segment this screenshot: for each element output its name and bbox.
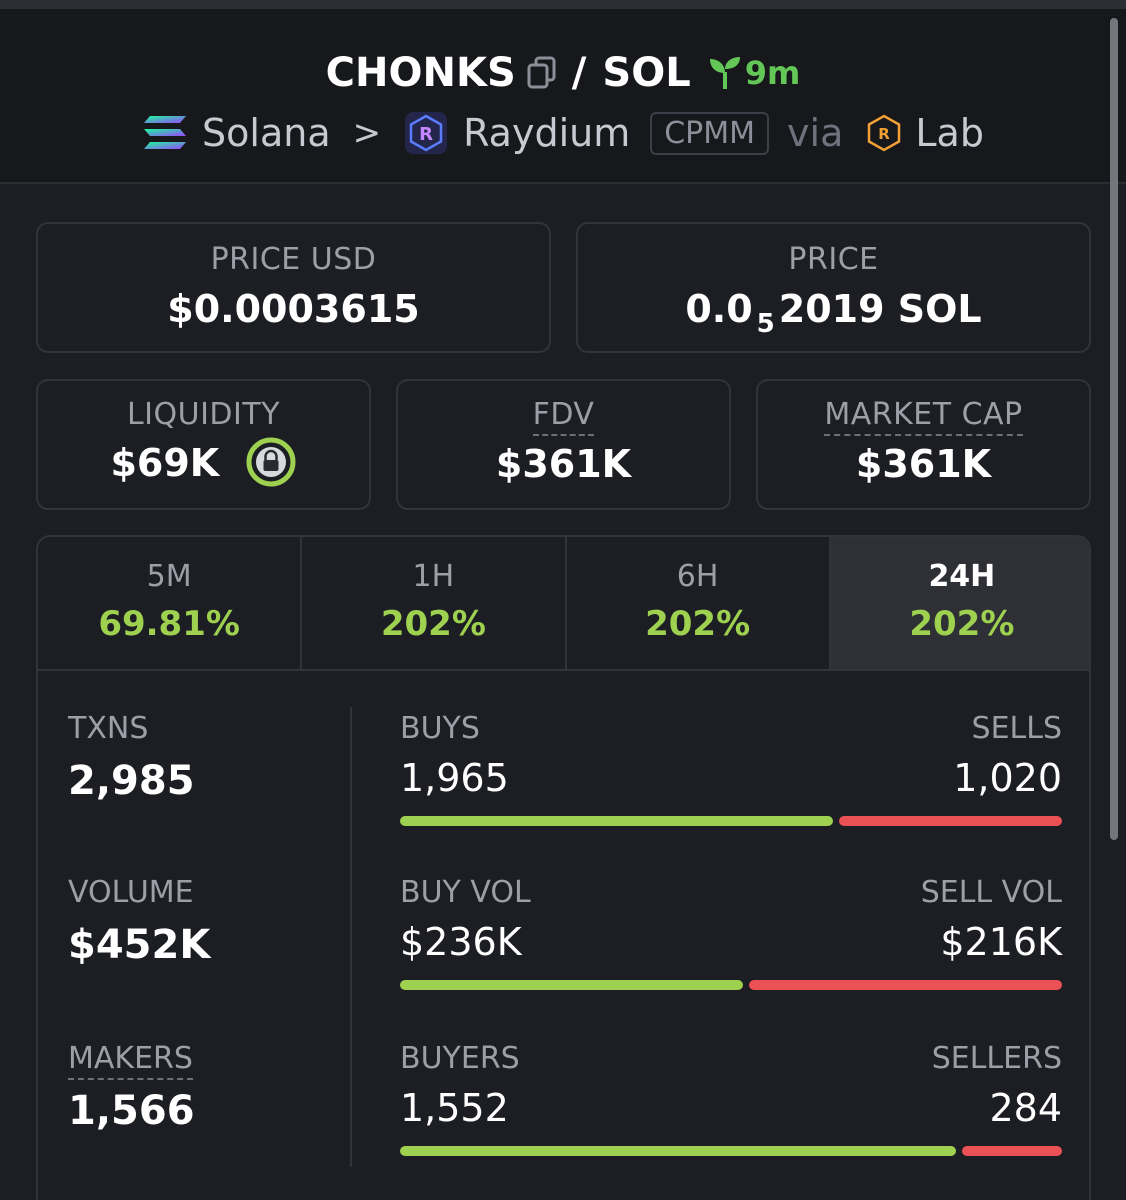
timeframe-tabs: 5M 69.81% 1H 202% 6H 202% 24H 202% bbox=[38, 537, 1089, 671]
svg-text:R: R bbox=[879, 125, 891, 143]
buys-bar-fill bbox=[400, 816, 833, 826]
stats-section: TXNS 2,985 VOLUME $452K MAKERS 1,566 BUY… bbox=[38, 671, 1089, 1200]
price-native-label: PRICE bbox=[788, 242, 879, 277]
copy-icon[interactable] bbox=[526, 56, 558, 90]
tab-5m[interactable]: 5M 69.81% bbox=[38, 537, 303, 669]
txns-value: 2,985 bbox=[68, 758, 195, 804]
tab-change: 202% bbox=[380, 604, 486, 644]
tab-label: 24H bbox=[928, 559, 996, 594]
sell-vol-bar-fill bbox=[749, 980, 1062, 990]
sellers-value: 284 bbox=[989, 1086, 1062, 1130]
sells-bar-fill bbox=[839, 816, 1062, 826]
liquidity-value: $69K bbox=[110, 441, 220, 485]
buy-vol-bar-fill bbox=[400, 980, 743, 990]
raydium-icon: R bbox=[403, 110, 449, 156]
buy-sell-volume-bar bbox=[400, 980, 1062, 990]
makers-label-text[interactable]: MAKERS bbox=[68, 1041, 193, 1080]
launchpad-icon: R bbox=[865, 113, 903, 153]
market-cap-label[interactable]: MARKET CAP bbox=[758, 397, 1089, 436]
sellers-bar-fill bbox=[962, 1146, 1062, 1156]
stats-divider bbox=[350, 707, 352, 1167]
price-native-card: PRICE 0.0 5 2019 SOL bbox=[576, 222, 1091, 353]
chain-name[interactable]: Solana bbox=[202, 111, 331, 155]
launchpad-name[interactable]: Lab bbox=[915, 111, 984, 155]
tab-label: 5M bbox=[146, 559, 192, 594]
volume-label: VOLUME bbox=[68, 875, 194, 910]
svg-text:R: R bbox=[419, 124, 433, 145]
tab-change: 202% bbox=[909, 604, 1015, 644]
solana-icon bbox=[142, 110, 188, 156]
txns-label: TXNS bbox=[68, 711, 149, 746]
buyers-sellers-bar bbox=[400, 1146, 1062, 1156]
buys-sells-bar bbox=[400, 816, 1062, 826]
tab-label: 1H bbox=[412, 559, 455, 594]
buyers-sellers-stat: BUYERS SELLERS 1,552 284 bbox=[400, 1041, 1062, 1156]
pool-type-badge: CPMM bbox=[650, 111, 770, 155]
buys-value: 1,965 bbox=[400, 756, 509, 800]
market-cap-card: MARKET CAP $361K bbox=[756, 379, 1091, 510]
makers-value: 1,566 bbox=[68, 1088, 195, 1134]
liquidity-label: LIQUIDITY bbox=[126, 397, 281, 432]
fdv-label-text[interactable]: FDV bbox=[532, 397, 595, 436]
price-usd-label: PRICE USD bbox=[210, 242, 377, 277]
buyers-value: 1,552 bbox=[400, 1086, 509, 1130]
buy-sell-volume-stat: BUY VOL SELL VOL $236K $216K bbox=[400, 875, 1062, 990]
sell-vol-label: SELL VOL bbox=[920, 875, 1062, 910]
pair-header: CHONKS / SOL 9m bbox=[0, 9, 1126, 184]
tab-change: 202% bbox=[645, 604, 751, 644]
price-native-prefix: 0.0 bbox=[685, 287, 753, 331]
buy-vol-value: $236K bbox=[400, 920, 522, 964]
sells-label: SELLS bbox=[971, 711, 1062, 746]
fdv-value: $361K bbox=[495, 442, 632, 486]
timeframe-stats-panel: 5M 69.81% 1H 202% 6H 202% 24H 202% TXNS … bbox=[36, 535, 1091, 1200]
top-strip bbox=[0, 0, 1126, 9]
liquidity-card: LIQUIDITY $69K bbox=[36, 379, 371, 510]
makers-label[interactable]: MAKERS bbox=[68, 1041, 195, 1080]
fdv-label[interactable]: FDV bbox=[398, 397, 729, 436]
buys-label: BUYS bbox=[400, 711, 480, 746]
sprout-icon bbox=[707, 55, 743, 91]
sell-vol-value: $216K bbox=[940, 920, 1062, 964]
price-native-value: 0.0 5 2019 SOL bbox=[578, 287, 1089, 339]
volume-value: $452K bbox=[68, 922, 211, 968]
buyers-label: BUYERS bbox=[400, 1041, 520, 1076]
tab-6h[interactable]: 6H 202% bbox=[567, 537, 831, 669]
via-label: via bbox=[787, 111, 844, 155]
sellers-label: SELLERS bbox=[931, 1041, 1062, 1076]
liquidity-value-row: $69K bbox=[38, 436, 369, 488]
scrollbar[interactable] bbox=[1110, 18, 1118, 840]
volume-stat: VOLUME $452K bbox=[68, 875, 210, 968]
quote-symbol: SOL bbox=[602, 50, 691, 96]
tab-1h[interactable]: 1H 202% bbox=[302, 537, 567, 669]
tab-change: 69.81% bbox=[98, 604, 240, 644]
txns-stat: TXNS 2,985 bbox=[68, 711, 195, 804]
market-cap-label-text[interactable]: MARKET CAP bbox=[824, 397, 1023, 436]
buyers-bar-fill bbox=[400, 1146, 956, 1156]
price-usd-card: PRICE USD $0.0003615 bbox=[36, 222, 551, 353]
tab-label: 6H bbox=[676, 559, 719, 594]
dex-name[interactable]: Raydium bbox=[463, 111, 631, 155]
pair-age: 9m bbox=[744, 54, 801, 92]
buy-vol-label: BUY VOL bbox=[400, 875, 531, 910]
chain-dex-row: Solana > R Raydium CPMM via R Lab bbox=[0, 105, 1126, 161]
price-native-suffix: 2019 SOL bbox=[778, 287, 982, 331]
pair-slash: / bbox=[571, 50, 587, 96]
lock-icon[interactable] bbox=[245, 436, 297, 488]
buys-sells-stat: BUYS SELLS 1,965 1,020 bbox=[400, 711, 1062, 826]
price-native-subscript: 5 bbox=[756, 309, 775, 339]
makers-stat: MAKERS 1,566 bbox=[68, 1041, 195, 1134]
market-cap-value: $361K bbox=[855, 442, 992, 486]
base-symbol: CHONKS bbox=[325, 50, 516, 96]
chevron-right-icon: > bbox=[352, 113, 382, 153]
price-usd-value: $0.0003615 bbox=[167, 287, 420, 331]
pair-title-row: CHONKS / SOL 9m bbox=[0, 45, 1126, 101]
fdv-card: FDV $361K bbox=[396, 379, 731, 510]
sells-value: 1,020 bbox=[953, 756, 1062, 800]
tab-24h[interactable]: 24H 202% bbox=[830, 537, 1089, 669]
